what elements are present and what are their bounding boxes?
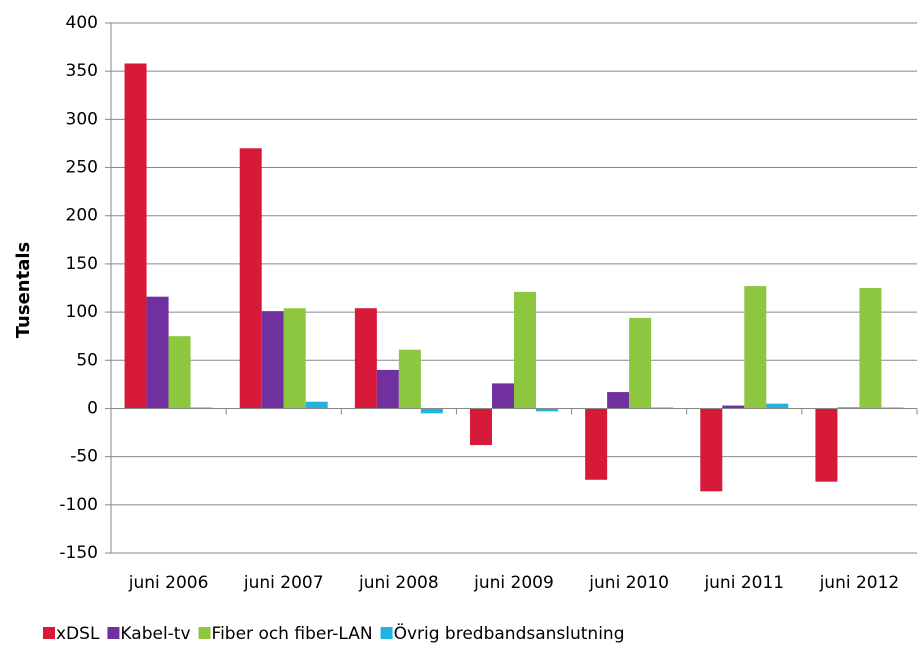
y-tick-label: 150 (66, 254, 98, 274)
bar (398, 349, 421, 409)
legend-swatch (107, 627, 120, 639)
y-tick-label: -100 (59, 495, 98, 515)
x-tick-label: juni 2009 (473, 573, 554, 593)
bar (283, 308, 306, 409)
y-tick-label: 400 (66, 13, 98, 33)
y-tick-label: 300 (66, 109, 98, 129)
bar (420, 408, 443, 414)
bar (124, 63, 147, 409)
bar (261, 311, 284, 409)
x-tick-label: juni 2006 (128, 573, 209, 593)
y-tick-label: -150 (59, 543, 98, 563)
bar (376, 369, 399, 409)
bar (354, 308, 377, 409)
y-tick-label: 250 (66, 158, 98, 178)
x-tick-label: juni 2008 (358, 573, 439, 593)
bar (766, 403, 789, 409)
y-tick-label: 0 (87, 398, 98, 418)
y-tick-label: 100 (66, 302, 98, 322)
y-tick-label: 200 (66, 206, 98, 226)
y-tick-label: -50 (70, 447, 98, 467)
x-tick-label: juni 2011 (703, 573, 784, 593)
y-tick-label: 350 (66, 61, 98, 81)
x-tick-label: juni 2012 (819, 573, 900, 593)
bar (146, 296, 169, 409)
bar (536, 408, 558, 412)
legend-swatch (380, 627, 393, 639)
legend-swatch (198, 627, 211, 639)
bar (514, 291, 536, 409)
bar (585, 408, 608, 480)
bar (607, 392, 630, 409)
legend-label: Fiber och fiber-LAN (212, 624, 373, 644)
legend-label: xDSL (56, 624, 100, 644)
bar (744, 286, 767, 409)
bar (305, 401, 328, 409)
x-tick-label: juni 2007 (243, 573, 324, 593)
bar (470, 408, 492, 446)
bar (722, 405, 745, 409)
bar (629, 317, 652, 409)
bar (492, 383, 514, 409)
bar (859, 288, 882, 409)
bar (815, 408, 838, 482)
bar (239, 148, 262, 409)
legend-label: Kabel-tv (120, 624, 190, 644)
legend-label: Övrig bredbandsanslutning (394, 622, 625, 644)
legend-swatch (43, 627, 55, 639)
y-axis-label: Tusentals (13, 242, 34, 339)
bar (700, 408, 723, 492)
x-tick-label: juni 2010 (588, 573, 669, 593)
y-tick-label: 50 (76, 350, 98, 370)
bar (168, 336, 191, 409)
